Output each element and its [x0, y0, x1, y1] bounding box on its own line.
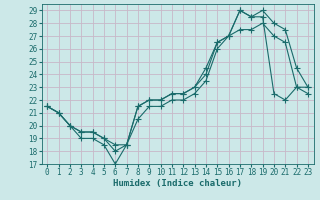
X-axis label: Humidex (Indice chaleur): Humidex (Indice chaleur): [113, 179, 242, 188]
